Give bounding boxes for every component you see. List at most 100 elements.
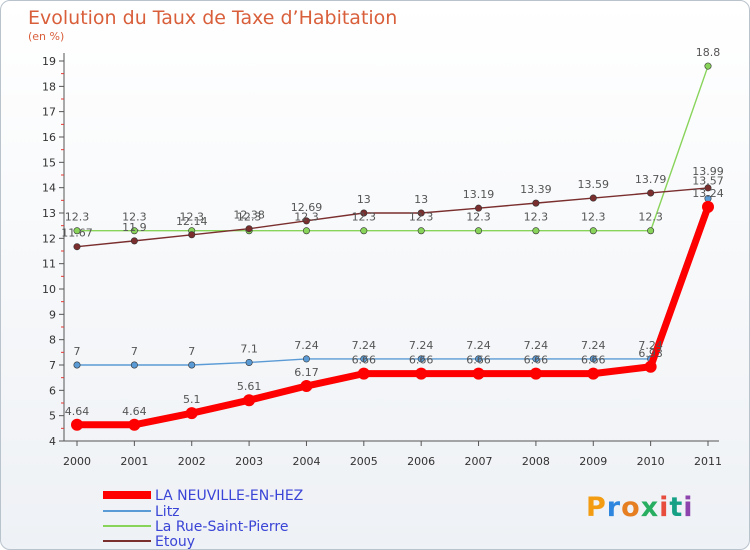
y-tick-label: 15 (42, 156, 56, 169)
data-point (532, 355, 540, 363)
data-label: 6.66 (352, 354, 377, 367)
data-point (360, 209, 368, 217)
data-label: 7.24 (581, 339, 606, 352)
data-point (360, 227, 368, 235)
legend-label: Etouy (155, 534, 195, 549)
x-tick-label: 2005 (350, 455, 378, 468)
x-tick-label: 2003 (235, 455, 263, 468)
logo-letter: P (586, 492, 607, 523)
data-label: 6.66 (581, 354, 606, 367)
logo-letter: x (640, 492, 660, 523)
data-point (647, 189, 655, 197)
data-label: 12.3 (294, 211, 319, 224)
data-label: 11.9 (122, 221, 147, 234)
data-label: 6.66 (524, 354, 549, 367)
data-point (128, 418, 141, 431)
y-tick-label: 11 (42, 258, 56, 271)
data-label: 12.3 (581, 211, 606, 224)
legend-label: LA NEUVILLE-EN-HEZ (155, 488, 303, 504)
data-label: 18.8 (696, 46, 721, 59)
data-label: 4.64 (65, 405, 90, 418)
logo-letter: t (669, 492, 684, 523)
data-point (357, 367, 370, 380)
y-tick-label: 12 (42, 232, 56, 245)
series-line-etouy (76, 187, 709, 248)
x-tick-label: 2001 (120, 455, 148, 468)
data-label: 7.24 (638, 339, 663, 352)
data-label: 12.69 (291, 201, 323, 214)
x-tick-label: 2008 (522, 455, 550, 468)
data-label: 13.79 (635, 173, 667, 186)
data-label: 12.3 (466, 211, 491, 224)
data-label: 12.3 (237, 211, 262, 224)
series-line-litz (76, 197, 709, 366)
data-label: 6.17 (294, 366, 319, 379)
data-point (417, 355, 425, 363)
data-point (130, 361, 138, 369)
logo-letter: i (659, 492, 670, 523)
data-label: 7.1 (240, 342, 258, 355)
data-label: 7.24 (524, 339, 549, 352)
data-point (245, 358, 253, 366)
x-tick-label: 2002 (178, 455, 206, 468)
y-tick-label: 5 (49, 410, 56, 423)
data-label: 12.3 (179, 211, 204, 224)
data-label: 7.24 (352, 339, 377, 352)
data-point (302, 217, 310, 225)
data-label: 6.66 (466, 354, 491, 367)
data-point (243, 394, 256, 407)
data-point (702, 200, 714, 213)
data-point (589, 355, 597, 363)
legend-label: La Rue-Saint-Pierre (155, 519, 288, 535)
data-label: 13.39 (520, 183, 552, 196)
data-point (644, 360, 657, 373)
chart-subtitle: (en %) (28, 30, 65, 43)
x-tick-label: 2004 (292, 455, 320, 468)
data-label: 12.3 (638, 211, 663, 224)
data-point (360, 355, 368, 363)
logo-letter: o (621, 492, 641, 523)
chart-title: Evolution du Taux de Taxe d’Habitation (28, 7, 398, 29)
data-label: 7 (131, 345, 138, 358)
data-label: 12.3 (409, 211, 434, 224)
y-tick-label: 6 (49, 384, 56, 397)
data-label: 12.3 (122, 211, 147, 224)
data-point (188, 361, 196, 369)
data-label: 12.14 (176, 215, 208, 228)
y-tick-label: 19 (42, 55, 56, 68)
data-point (73, 227, 81, 235)
data-point (532, 227, 540, 235)
proxiti-logo: Proxiti (586, 492, 694, 523)
data-label: 4.64 (122, 405, 147, 418)
data-point (532, 199, 540, 207)
data-label: 12.38 (233, 209, 265, 222)
data-point (417, 209, 425, 217)
y-tick-label: 9 (49, 308, 56, 321)
data-label: 12.3 (524, 211, 549, 224)
data-label: 13.99 (692, 165, 724, 178)
series-line-la-rue-saint-pierre (76, 65, 709, 232)
y-tick-label: 18 (42, 80, 56, 93)
data-label: 7.24 (409, 339, 434, 352)
data-point (529, 367, 542, 380)
data-point (302, 355, 310, 363)
data-point (130, 237, 138, 245)
data-point (704, 184, 712, 192)
x-tick-label: 2011 (694, 455, 722, 468)
data-label: 7.24 (466, 339, 491, 352)
data-label: 5.1 (183, 393, 201, 406)
data-point (185, 407, 198, 420)
data-point (589, 227, 597, 235)
data-label: 13.57 (692, 175, 724, 188)
data-point (704, 62, 712, 70)
data-point (589, 194, 597, 202)
data-label: 7 (74, 345, 81, 358)
x-tick-label: 2006 (407, 455, 435, 468)
data-label: 13 (357, 193, 371, 206)
data-point (245, 225, 253, 233)
data-label: 12.3 (65, 211, 90, 224)
data-label: 7.24 (294, 339, 319, 352)
y-tick-label: 16 (42, 131, 56, 144)
x-tick-label: 2007 (465, 455, 493, 468)
